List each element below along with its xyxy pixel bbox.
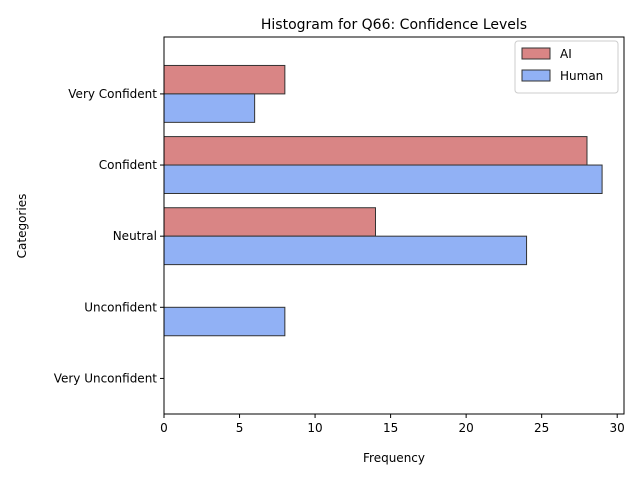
x-tick-label: 25 — [534, 421, 549, 435]
bars-layer — [163, 64, 603, 337]
legend-label-ai: AI — [560, 47, 572, 61]
y-axis: Very Confident Confident Neutral Unconfiden… — [54, 87, 164, 385]
bar-ai-confident — [163, 136, 588, 166]
x-axis: 0 5 10 15 20 25 30 — [160, 414, 625, 435]
legend-label-human: Human — [560, 69, 603, 83]
y-tick-label: Unconfident — [84, 300, 157, 314]
bar-human-neutral — [163, 235, 528, 266]
bar-human-very-confident — [163, 93, 256, 123]
chart-title: Histogram for Q66: Confidence Levels — [261, 17, 527, 33]
y-tick-label: Neutral — [113, 229, 157, 243]
plot-frame — [163, 36, 625, 415]
y-tick-label: Very Confident — [68, 87, 157, 101]
x-axis-title: Frequency — [363, 451, 425, 465]
x-tick-label: 0 — [160, 421, 168, 435]
legend: AI Human — [514, 40, 619, 94]
x-tick-label: 5 — [236, 421, 244, 435]
x-tick-label: 30 — [610, 421, 625, 435]
bar-human-unconfident — [163, 306, 286, 337]
x-tick-label: 10 — [307, 421, 322, 435]
bar-human-confident — [163, 164, 603, 194]
legend-swatch-human — [521, 69, 551, 82]
y-tick-label: Confident — [99, 158, 157, 172]
x-tick-label: 15 — [383, 421, 398, 435]
y-axis-title: Categories — [15, 194, 29, 259]
bar-ai-very-confident — [163, 64, 286, 95]
bar-ai-neutral — [163, 207, 376, 237]
legend-swatch-ai — [521, 47, 551, 60]
x-tick-label: 20 — [458, 421, 473, 435]
y-tick-label: Very Unconfident — [54, 371, 158, 385]
